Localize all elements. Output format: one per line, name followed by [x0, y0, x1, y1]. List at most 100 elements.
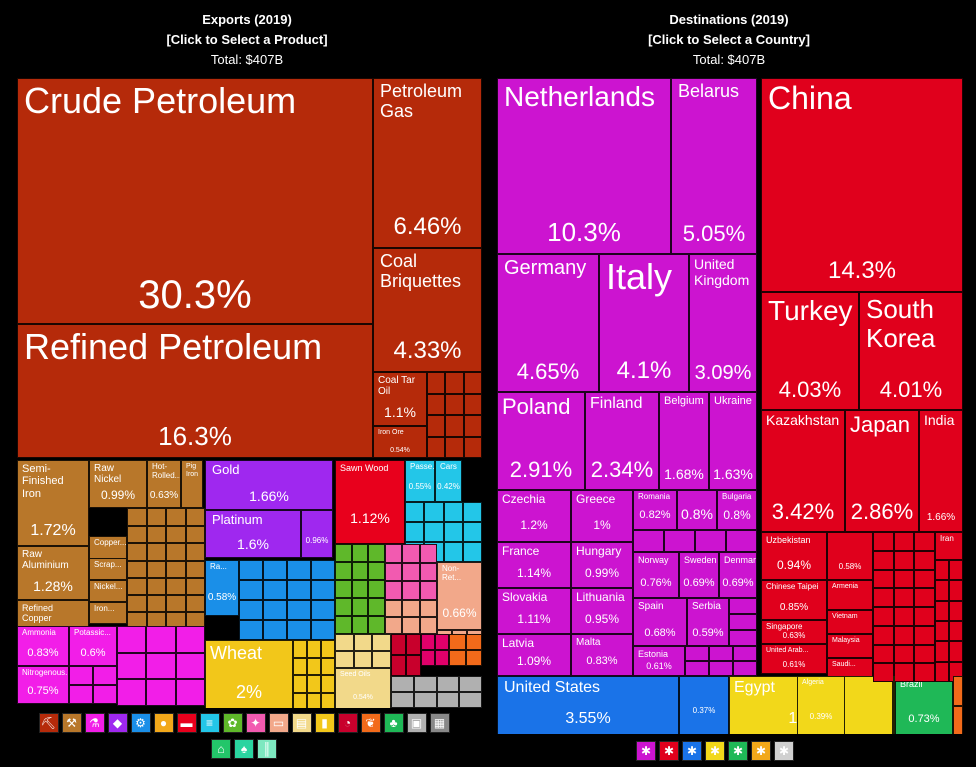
destination-cell-norway[interactable]: Norway 0.76%	[633, 552, 679, 598]
export-small-cell[interactable]	[146, 578, 166, 595]
export-small-cell[interactable]	[146, 595, 166, 612]
export-small-cell[interactable]	[185, 525, 205, 543]
export-small-cell[interactable]	[402, 544, 420, 563]
export-small-cell[interactable]	[391, 655, 406, 676]
destination-small-cell[interactable]	[914, 663, 935, 682]
destination-cell-greece[interactable]: Greece 1%	[571, 490, 633, 542]
destination-cell-unlabeled[interactable]: 0.8%	[677, 490, 717, 530]
export-small-cell[interactable]	[307, 657, 321, 675]
export-small-cell[interactable]	[307, 640, 321, 658]
export-small-cell[interactable]	[391, 692, 414, 708]
export-small-cell[interactable]	[146, 508, 166, 526]
export-small-cell[interactable]	[185, 543, 205, 561]
export-small-cell[interactable]	[445, 372, 464, 394]
export-small-cell[interactable]	[335, 580, 352, 598]
export-small-cell[interactable]	[311, 560, 335, 580]
destination-cell-kazakhstan[interactable]: Kazakhstan 3.42%	[761, 410, 845, 532]
export-small-cell[interactable]	[391, 634, 406, 655]
destination-cell-italy[interactable]: Italy 4.1%	[599, 254, 689, 392]
destination-cell-chinese-taipei[interactable]: Chinese Taipei 0.85%	[761, 580, 827, 620]
export-small-cell[interactable]	[93, 666, 117, 685]
destination-cell-united-arab[interactable]: United Arab... 0.61%	[761, 644, 827, 674]
export-small-cell[interactable]	[166, 595, 186, 612]
export-small-cell[interactable]	[427, 393, 446, 415]
export-small-cell[interactable]	[166, 508, 186, 526]
export-small-cell[interactable]	[406, 634, 421, 655]
shoe-icon[interactable]: ⌂	[211, 739, 231, 759]
destination-cell-sweden[interactable]: Sweden 0.69%	[679, 552, 719, 598]
destination-small-cell[interactable]	[695, 530, 726, 552]
export-small-cell[interactable]	[463, 372, 482, 394]
export-cell-passe[interactable]: Passe... 0.55%	[405, 460, 435, 502]
destination-cell-serbia[interactable]: Serbia 0.59%	[687, 598, 729, 646]
antarctica-icon[interactable]: ✱	[774, 741, 794, 761]
destination-cell-hungary[interactable]: Hungary 0.99%	[571, 542, 633, 588]
export-cell-platinum[interactable]: Platinum 1.6%	[205, 510, 301, 558]
destination-small-cell[interactable]	[873, 644, 894, 664]
export-small-cell[interactable]	[368, 562, 385, 580]
export-small-cell[interactable]	[127, 560, 147, 578]
destination-small-cell[interactable]	[914, 532, 935, 551]
destination-small-cell[interactable]	[873, 625, 894, 645]
export-small-cell[interactable]	[127, 543, 147, 561]
destination-cell-estonia[interactable]: Estonia 0.61%	[633, 646, 685, 676]
export-small-cell[interactable]	[175, 679, 205, 706]
export-small-cell[interactable]	[166, 543, 186, 561]
export-small-cell[interactable]	[287, 580, 311, 600]
export-small-cell[interactable]	[353, 634, 373, 651]
export-small-cell[interactable]	[353, 651, 373, 668]
export-small-cell[interactable]	[368, 580, 385, 598]
export-small-cell[interactable]	[421, 650, 435, 666]
export-small-cell[interactable]	[419, 581, 437, 600]
destination-cell-armenia[interactable]: Armenia	[827, 580, 873, 610]
export-small-cell[interactable]	[146, 679, 176, 706]
destination-small-cell[interactable]	[726, 530, 757, 552]
destination-small-cell[interactable]	[935, 641, 949, 662]
destination-cell-netherlands[interactable]: Netherlands 10.3%	[497, 78, 671, 254]
destination-small-cell[interactable]	[935, 600, 949, 621]
export-small-cell[interactable]	[321, 675, 335, 693]
export-small-cell[interactable]	[463, 393, 482, 415]
export-cell-raw-nickel[interactable]: Raw Nickel 0.99%	[89, 460, 147, 508]
export-small-cell[interactable]	[335, 616, 352, 634]
export-small-cell[interactable]	[419, 544, 437, 563]
paper-icon[interactable]: ▤	[291, 713, 312, 733]
export-small-cell[interactable]	[146, 652, 176, 680]
export-small-cell[interactable]	[368, 616, 385, 634]
export-cell-coal-briquettes[interactable]: Coal Briquettes 4.33%	[373, 248, 482, 372]
export-small-cell[interactable]	[368, 544, 385, 562]
export-cell-hot-rolled[interactable]: Hot-Rolled... 0.63%	[147, 460, 181, 508]
export-cell-raw-aluminium[interactable]: Raw Aluminium 1.28%	[17, 546, 89, 600]
destination-small-cell[interactable]	[733, 661, 757, 676]
export-small-cell[interactable]	[185, 508, 205, 526]
destination-cell-bulgaria[interactable]: Bulgaria 0.8%	[717, 490, 757, 530]
destination-small-cell[interactable]	[729, 614, 757, 630]
export-small-cell[interactable]	[419, 617, 437, 634]
export-small-cell[interactable]	[69, 685, 93, 704]
destination-small-cell[interactable]	[935, 560, 949, 581]
export-cell-cars[interactable]: Cars 0.42%	[435, 460, 462, 502]
leaf-icon[interactable]: ❦	[360, 713, 381, 733]
export-cell-gold[interactable]: Gold 1.66%	[205, 460, 333, 510]
destination-small-cell[interactable]	[685, 661, 709, 676]
destination-small-cell[interactable]	[664, 530, 695, 552]
export-small-cell[interactable]	[449, 634, 466, 650]
destination-cell-algeria[interactable]: Algeria 0.39%	[797, 676, 845, 734]
destination-cell-japan[interactable]: Japan 2.86%	[845, 410, 919, 532]
gauge-icon[interactable]: ◔	[337, 713, 358, 733]
export-small-cell[interactable]	[445, 436, 464, 458]
export-small-cell[interactable]	[405, 522, 425, 542]
export-small-cell[interactable]	[239, 560, 263, 580]
export-small-cell[interactable]	[427, 415, 446, 437]
export-small-cell[interactable]	[335, 651, 354, 668]
export-small-cell[interactable]	[185, 578, 205, 595]
export-small-cell[interactable]	[445, 415, 464, 437]
export-small-cell[interactable]	[445, 393, 464, 415]
shirt-icon[interactable]: ♣	[383, 713, 404, 733]
select-product-link[interactable]: [Click to Select a Product]	[166, 32, 328, 47]
destination-small-cell[interactable]	[873, 569, 894, 589]
export-small-cell[interactable]	[443, 502, 463, 522]
export-small-cell[interactable]	[459, 676, 482, 692]
destination-cell-singapore[interactable]: Singapore 0.63%	[761, 620, 827, 644]
export-small-cell[interactable]	[402, 617, 420, 634]
